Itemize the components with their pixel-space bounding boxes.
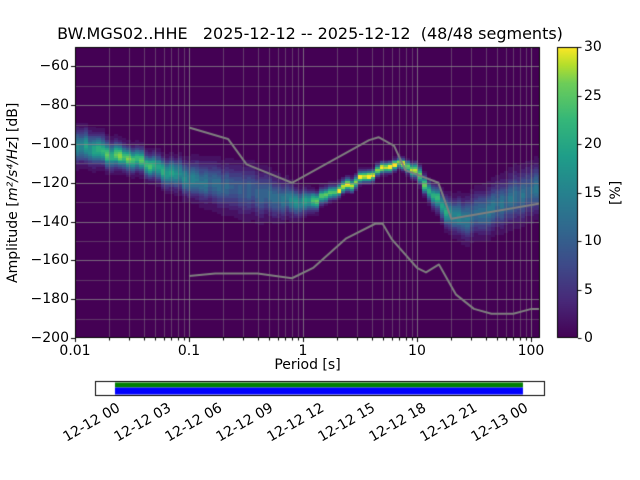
colorbar-tick-label: 15: [584, 184, 602, 201]
x-tick-label: 0.01: [59, 343, 91, 359]
y-tick-label: −180: [30, 291, 69, 308]
x-tick-label: 10: [408, 343, 426, 359]
colorbar-tick-label: 25: [584, 87, 602, 104]
y-tick-label: −140: [30, 213, 69, 230]
y-tick-label: −100: [30, 136, 69, 152]
colorbar-tick-label: 5: [584, 281, 593, 298]
y-tick-label: −160: [30, 252, 69, 269]
x-tick-label: 0.1: [177, 343, 201, 359]
colorbar-tick-label: 20: [584, 136, 602, 152]
y-tick-label: −80: [39, 97, 69, 114]
x-tick-label: 1: [298, 343, 308, 359]
plot-title: BW.MGS02..HHE 2025-12-12 -- 2025-12-12 (…: [57, 24, 563, 43]
y-tick-label: −120: [30, 174, 69, 191]
x-axis-label: Period [s]: [274, 357, 341, 373]
colorbar-tick-label: 10: [584, 233, 602, 249]
colorbar-tick-label: 30: [584, 39, 602, 55]
colorbar-tick-label: 0: [584, 330, 593, 346]
x-tick-label: 100: [517, 343, 545, 359]
y-tick-label: −200: [30, 330, 69, 346]
y-tick-label: −60: [39, 58, 69, 75]
